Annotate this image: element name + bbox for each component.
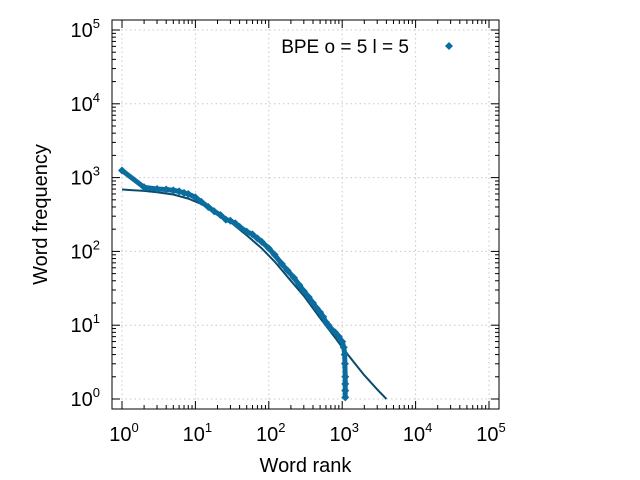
data-point [153, 185, 162, 194]
fit-line [121, 188, 388, 400]
data-point [341, 386, 350, 395]
data-point [308, 298, 317, 307]
data-point [216, 211, 225, 220]
data-point [338, 337, 347, 346]
data-point [197, 197, 206, 206]
x-tick-label: 101 [183, 420, 212, 446]
axis-ticks [112, 20, 499, 409]
data-point [277, 259, 286, 268]
data-point [331, 328, 340, 337]
y-tick-label: 105 [71, 16, 100, 42]
data-point [210, 207, 219, 216]
legend-entry-label: BPE o = 5 l = 5 [281, 37, 409, 58]
y-tick-label: 103 [71, 164, 100, 190]
data-point [248, 230, 257, 239]
x-tick-labels: 100 101 102 103 104 105 [109, 420, 505, 446]
y-tick-label: 101 [71, 311, 100, 337]
data-point [341, 379, 350, 388]
x-tick-label: 100 [109, 420, 138, 446]
data-point [270, 250, 279, 259]
data-point [340, 359, 349, 368]
y-tick-label: 102 [71, 237, 100, 263]
data-point [326, 324, 335, 333]
data-point [341, 372, 350, 381]
plot-frame [111, 19, 500, 410]
x-tick-label: 104 [403, 420, 432, 446]
data-point [340, 350, 349, 359]
data-point [184, 189, 193, 198]
y-tick-label: 100 [71, 385, 100, 411]
data-point [341, 393, 350, 402]
fit-line-group [121, 188, 388, 400]
data-point [299, 287, 308, 296]
data-point [283, 266, 292, 275]
data-point [304, 293, 313, 302]
x-tick-label: 103 [329, 420, 358, 446]
data-point [204, 202, 213, 211]
x-axis-label: Word rank [260, 455, 353, 477]
y-tick-labels: 100 101 102 103 104 105 [71, 16, 100, 411]
series-band [120, 168, 348, 398]
x-tick-label: 105 [476, 420, 505, 446]
series-points-group [118, 166, 350, 402]
data-point [118, 166, 126, 175]
data-point [264, 244, 273, 253]
y-tick-label: 104 [71, 90, 100, 116]
data-point [169, 186, 178, 195]
data-point [339, 343, 348, 352]
legend: BPE o = 5 l = 5 [281, 37, 453, 58]
legend-marker [445, 42, 453, 50]
data-point [162, 185, 171, 194]
y-axis-label: Word frequency [30, 144, 52, 285]
data-point [235, 222, 244, 231]
data-point [295, 281, 304, 290]
data-point [289, 273, 298, 282]
data-point [242, 227, 251, 236]
data-point [257, 237, 266, 246]
data-point [334, 332, 343, 341]
data-point [191, 193, 200, 202]
x-tick-label: 102 [256, 420, 285, 446]
data-point [319, 312, 328, 321]
data-point [140, 183, 149, 192]
